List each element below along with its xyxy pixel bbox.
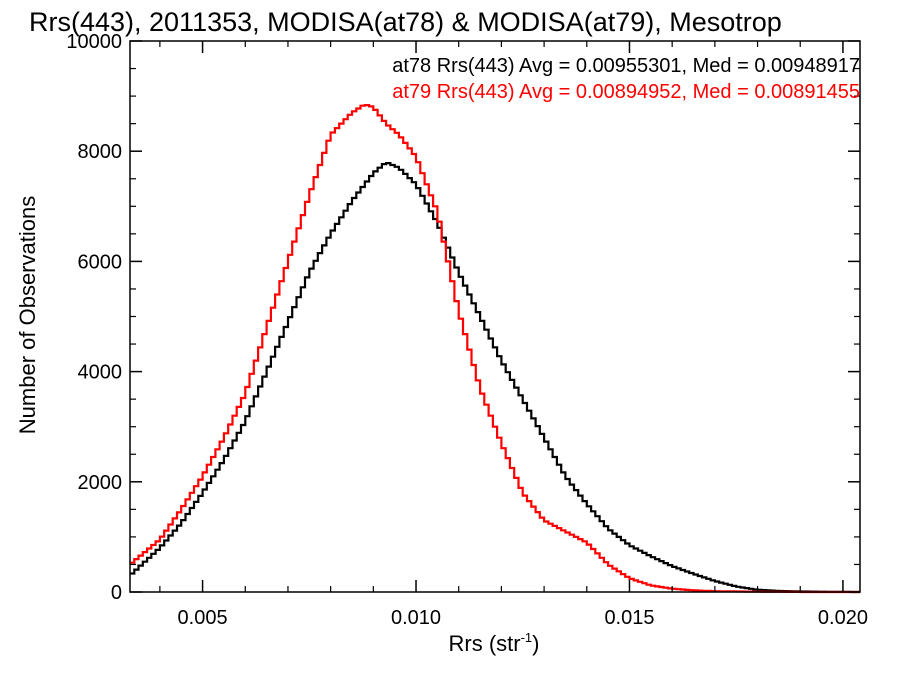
- series-line-1: [130, 104, 860, 594]
- plot-frame: [129, 40, 861, 593]
- y-axis-label: Number of Observations: [15, 196, 40, 434]
- y-tick-label: 4000: [78, 362, 123, 384]
- series-line-0: [130, 162, 860, 594]
- y-tick-label: 0: [111, 582, 122, 604]
- x-axis-ticks: 0.005 0.010 0.015 0.020: [159, 41, 868, 629]
- chart-title: Rrs(443), 2011353, MODISA(at78) & MODISA…: [29, 7, 782, 37]
- annotation-at79: at79 Rrs(443) Avg = 0.00894952, Med = 0.…: [392, 81, 860, 103]
- x-tick-label: 0.020: [818, 607, 868, 629]
- x-tick-label: 0.010: [391, 607, 441, 629]
- y-tick-label: 10000: [66, 31, 122, 53]
- x-tick-label: 0.015: [604, 607, 654, 629]
- y-axis-ticks: 0 2000 4000 6000 8000 10000: [66, 31, 860, 604]
- y-tick-label: 6000: [78, 251, 123, 273]
- x-tick-label: 0.005: [178, 607, 228, 629]
- y-tick-label: 8000: [78, 141, 123, 163]
- x-axis-label-main: Rrs (str: [449, 631, 521, 656]
- x-axis-label-superscript: -1: [521, 630, 533, 645]
- plot-series: [130, 104, 860, 594]
- annotation-at78: at78 Rrs(443) Avg = 0.00955301, Med = 0.…: [392, 55, 860, 77]
- x-axis-label-close: ): [532, 631, 539, 656]
- y-tick-label: 2000: [78, 472, 123, 494]
- x-axis-label: Rrs (str-1): [449, 630, 540, 656]
